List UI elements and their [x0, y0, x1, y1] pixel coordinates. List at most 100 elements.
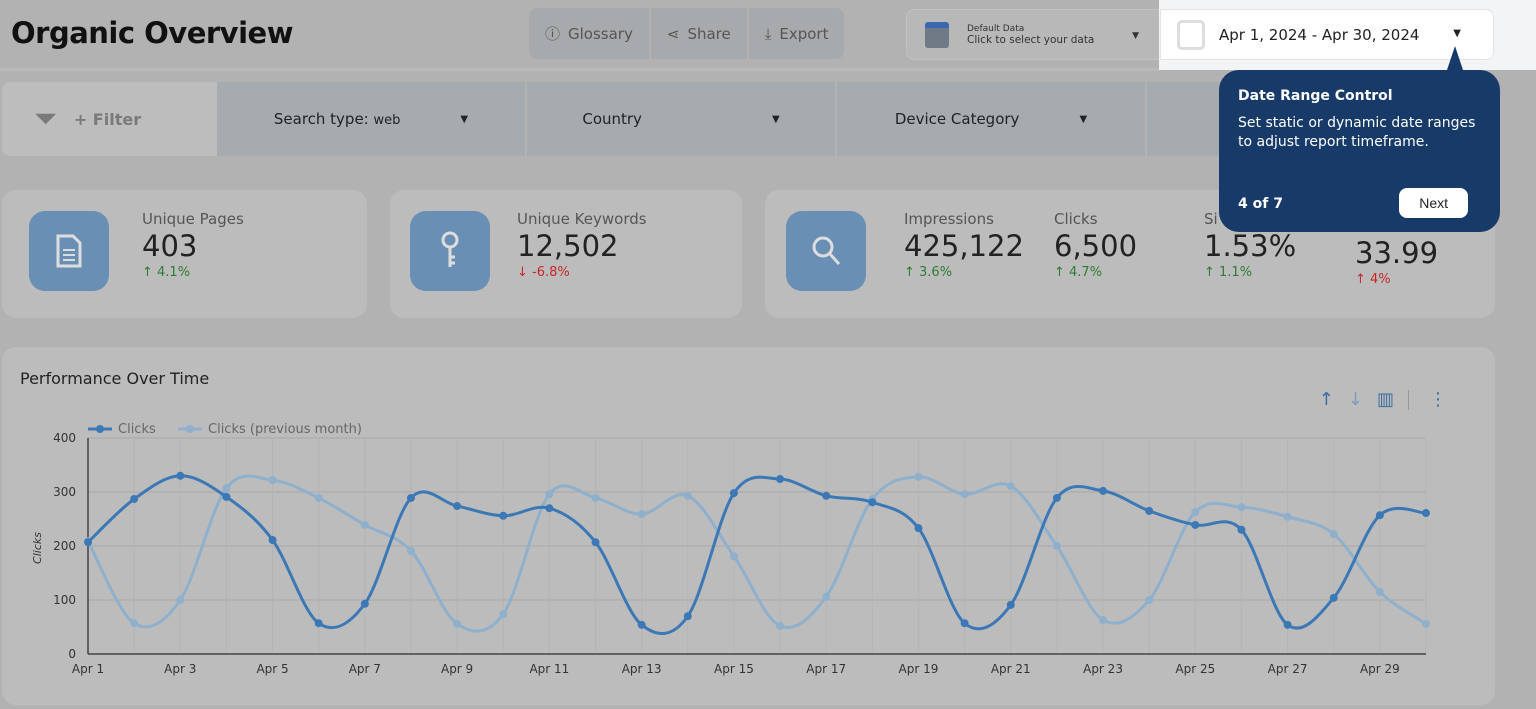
data-source-hint: Click to select your data	[967, 33, 1095, 46]
x-tick-label: Apr 21	[991, 662, 1031, 676]
sort-descending-icon[interactable]: ↓	[1347, 389, 1363, 410]
data-point	[176, 596, 185, 604]
glossary-label: Glossary	[568, 24, 633, 43]
x-tick-label: Apr 15	[714, 662, 754, 676]
data-source-name: Default Data	[967, 23, 1025, 34]
kpi-change: 4%	[1370, 272, 1391, 287]
data-point	[222, 484, 231, 493]
legend-marker	[96, 425, 104, 433]
data-point	[683, 612, 692, 621]
x-tick-label: Apr 17	[806, 662, 846, 676]
data-point	[314, 619, 323, 628]
x-tick-label: Apr 25	[1175, 662, 1215, 676]
filter-label: Country	[582, 110, 642, 128]
data-point	[268, 536, 277, 545]
filter-icon: ⏷	[35, 103, 56, 134]
data-source-selector[interactable]: Default Data Click to select your data ▼	[906, 9, 1160, 60]
data-point	[822, 491, 831, 500]
data-point	[453, 502, 462, 511]
share-icon: ⋖	[666, 24, 680, 43]
data-point	[1237, 525, 1246, 534]
x-tick-label: Apr 11	[529, 662, 569, 676]
data-point	[453, 619, 462, 628]
chevron-down-icon: ▼	[1453, 28, 1461, 39]
glossary-button[interactable]: ⓘ Glossary	[529, 8, 651, 59]
header-actions: ⓘ Glossary ⋖ Share ⤓ Export	[529, 8, 845, 59]
data-point	[130, 619, 139, 628]
kpi-change: 1.1%	[1219, 265, 1253, 280]
share-button[interactable]: ⋖ Share	[651, 8, 749, 59]
info-icon: ⓘ	[545, 25, 561, 43]
legend-label: Clicks	[118, 422, 156, 437]
chart-title: Performance Over Time	[20, 369, 210, 388]
date-range-control[interactable]: Apr 1, 2024 - Apr 30, 2024 ▼	[1160, 9, 1494, 60]
add-filter-button[interactable]: ⏷ + Filter	[2, 82, 217, 156]
filter-label: Device Category	[894, 110, 1020, 128]
kpi-label: Impressions	[904, 210, 994, 228]
data-point	[1375, 587, 1384, 596]
x-tick-label: Apr 1	[72, 662, 104, 676]
data-point	[960, 619, 969, 628]
next-button[interactable]: Next	[1399, 188, 1468, 218]
data-point	[545, 504, 554, 513]
export-button[interactable]: ⤓ Export	[749, 8, 845, 59]
legend-label: Clicks (previous month)	[208, 422, 362, 437]
performance-chart-card: Performance Over Time ↑ ↓ ▥ ⋮	[2, 347, 1495, 705]
tooltip-title: Date Range Control	[1238, 88, 1393, 104]
arrow-up-icon: ↑	[142, 265, 158, 280]
search-type-filter[interactable]: Search type: web ▼	[217, 82, 527, 156]
data-point	[729, 552, 738, 561]
kpi-label: Si	[1204, 210, 1218, 228]
data-point	[499, 511, 508, 520]
data-point	[914, 524, 923, 533]
kpi-value: 403	[142, 229, 198, 263]
more-options-icon[interactable]: ⋮	[1429, 389, 1447, 410]
data-point	[222, 492, 231, 501]
data-point	[1375, 511, 1384, 520]
chart-explore-icon[interactable]: ▥	[1376, 389, 1394, 410]
kpi-label: Unique Pages	[142, 210, 244, 228]
sort-ascending-icon[interactable]: ↑	[1318, 389, 1334, 410]
data-point	[499, 610, 508, 619]
kpi-change: 4.1%	[157, 265, 191, 280]
data-point	[1329, 593, 1338, 602]
x-tick-label: Apr 7	[349, 662, 381, 676]
data-point	[360, 520, 369, 529]
data-point	[591, 493, 600, 502]
data-point	[360, 599, 369, 608]
chevron-down-icon: ▼	[460, 113, 469, 125]
data-point	[1099, 615, 1108, 624]
data-point	[1422, 509, 1430, 518]
data-point	[1283, 620, 1292, 629]
data-point	[1052, 542, 1061, 550]
x-tick-label: Apr 3	[164, 662, 196, 676]
data-point	[1191, 507, 1200, 516]
data-point	[1422, 619, 1430, 628]
data-point	[314, 493, 323, 502]
arrow-up-icon: ↑	[904, 265, 920, 280]
y-tick-label: 300	[53, 485, 76, 499]
data-point	[591, 538, 600, 547]
country-filter[interactable]: Country ▼	[527, 82, 837, 156]
device-category-filter[interactable]: Device Category ▼	[837, 82, 1147, 156]
share-label: Share	[687, 24, 731, 43]
kpi-value: 6,500	[1054, 229, 1138, 263]
tooltip-description: Set static or dynamic date ranges to adj…	[1238, 115, 1476, 150]
divider	[0, 68, 1160, 71]
download-icon: ⤓	[764, 24, 772, 43]
x-tick-label: Apr 5	[256, 662, 288, 676]
series-line-clicks	[86, 474, 1427, 635]
chevron-down-icon: ▼	[771, 113, 780, 125]
data-point	[1099, 486, 1108, 495]
x-tick-label: Apr 23	[1083, 662, 1123, 676]
arrow-down-icon: ↓	[517, 265, 533, 280]
data-point	[1006, 600, 1015, 609]
x-tick-label: Apr 19	[899, 662, 939, 676]
data-point	[776, 475, 785, 484]
data-point	[1191, 520, 1200, 529]
x-tick-label: Apr 29	[1360, 662, 1400, 676]
data-point	[406, 546, 415, 555]
divider	[1408, 389, 1409, 410]
arrow-up-icon: ↑	[1355, 272, 1371, 287]
